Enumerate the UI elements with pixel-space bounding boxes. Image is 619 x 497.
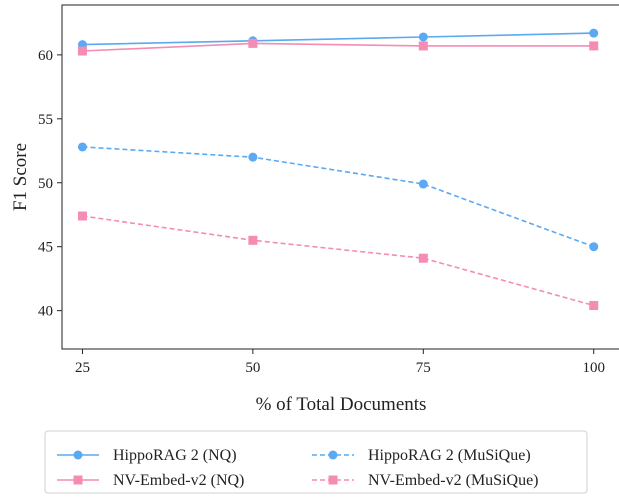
legend-marker <box>328 450 338 460</box>
data-point <box>589 301 599 311</box>
series-line <box>82 146 594 248</box>
y-axis-label: F1 Score <box>10 143 31 211</box>
y-tick-label: 50 <box>38 176 53 192</box>
y-tick-label: 55 <box>38 112 53 128</box>
legend-item: NV-Embed-v2 (NQ) <box>57 472 244 489</box>
x-axis-ticks: 25 50 75 100 <box>75 349 605 376</box>
series-line <box>82 215 594 307</box>
legend-item: HippoRAG 2 (MuSiQue) <box>312 447 531 464</box>
data-point <box>418 41 428 51</box>
legend-label: NV-Embed-v2 (MuSiQue) <box>368 472 539 489</box>
y-axis-ticks: 40 45 50 55 60 <box>38 48 62 320</box>
y-tick-label: 60 <box>38 48 53 64</box>
series-nv-embed-v2-nq <box>77 38 599 56</box>
legend-marker <box>328 475 338 485</box>
legend-item: HippoRAG 2 (NQ) <box>57 447 237 464</box>
data-point <box>77 211 87 221</box>
data-point <box>77 46 87 56</box>
plot-area <box>61 4 619 350</box>
x-tick-label: 25 <box>75 360 90 376</box>
series-line <box>82 42 594 52</box>
legend-item: NV-Embed-v2 (MuSiQue) <box>312 472 539 489</box>
legend: HippoRAG 2 (NQ) NV-Embed-v2 (NQ) HippoRAG … <box>44 430 588 494</box>
y-tick-label: 40 <box>38 304 53 320</box>
legend-marker <box>73 450 83 460</box>
series-nv-embed-v2-musique <box>77 211 599 311</box>
series-hipporag-2-musique <box>77 142 599 252</box>
x-tick-label: 75 <box>416 360 431 376</box>
data-point <box>418 179 428 189</box>
data-point <box>248 38 258 48</box>
data-point <box>418 32 428 42</box>
legend-label: HippoRAG 2 (NQ) <box>113 447 237 464</box>
data-point <box>248 152 258 162</box>
x-tick-label: 100 <box>582 360 605 376</box>
data-point <box>589 242 599 252</box>
x-axis-label: % of Total Documents <box>256 394 427 415</box>
legend-frame <box>44 430 588 494</box>
data-point <box>248 235 258 245</box>
data-point <box>589 41 599 51</box>
legend-marker <box>73 475 83 485</box>
legend-label: HippoRAG 2 (MuSiQue) <box>368 447 531 464</box>
data-point <box>418 253 428 263</box>
data-point <box>589 28 599 38</box>
data-point <box>77 142 87 152</box>
y-tick-label: 45 <box>38 240 53 256</box>
legend-label: NV-Embed-v2 (NQ) <box>113 472 244 489</box>
x-tick-label: 50 <box>245 360 260 376</box>
series-line <box>82 32 594 46</box>
series-layer <box>77 28 599 311</box>
